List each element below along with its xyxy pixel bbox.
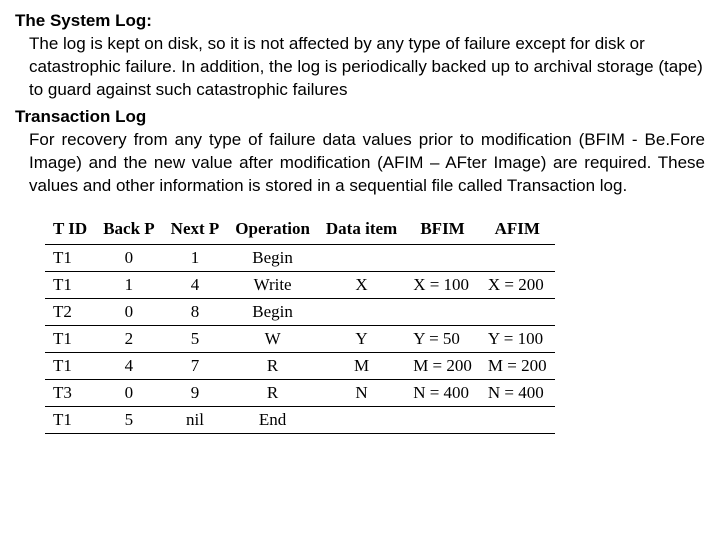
table-cell: Y = 50 — [405, 325, 480, 352]
table-cell: End — [227, 406, 318, 433]
table-row: T114WriteXX = 100X = 200 — [45, 271, 555, 298]
table-cell: 5 — [163, 325, 228, 352]
table-row: T309RNN = 400N = 400 — [45, 379, 555, 406]
table-row: T101Begin — [45, 244, 555, 271]
table-cell: M — [318, 352, 405, 379]
table-cell: X = 100 — [405, 271, 480, 298]
heading-transaction-log: Transaction Log — [15, 106, 705, 129]
col-operation: Operation — [227, 216, 318, 245]
table-cell: T1 — [45, 325, 95, 352]
table-cell: 0 — [95, 298, 162, 325]
table-cell: 9 — [163, 379, 228, 406]
table-cell: T1 — [45, 271, 95, 298]
table-cell: T2 — [45, 298, 95, 325]
table-cell — [318, 406, 405, 433]
table-body: T101BeginT114WriteXX = 100X = 200T208Beg… — [45, 244, 555, 433]
table-cell — [405, 244, 480, 271]
para-transaction-log: For recovery from any type of failure da… — [29, 129, 705, 198]
table-cell: 4 — [163, 271, 228, 298]
table-cell: 1 — [163, 244, 228, 271]
table-cell: Y — [318, 325, 405, 352]
para-system-log: The log is kept on disk, so it is not af… — [29, 33, 705, 102]
table-cell — [405, 298, 480, 325]
table-cell: 0 — [95, 244, 162, 271]
table-cell: Write — [227, 271, 318, 298]
table-cell: Begin — [227, 244, 318, 271]
col-bfim: BFIM — [405, 216, 480, 245]
col-backp: Back P — [95, 216, 162, 245]
table-row: T15nilEnd — [45, 406, 555, 433]
table-cell — [318, 244, 405, 271]
table-cell: 7 — [163, 352, 228, 379]
table-cell: T1 — [45, 352, 95, 379]
table-row: T208Begin — [45, 298, 555, 325]
table-cell: R — [227, 352, 318, 379]
col-tid: T ID — [45, 216, 95, 245]
col-nextp: Next P — [163, 216, 228, 245]
table-cell: 0 — [95, 379, 162, 406]
table-cell: M = 200 — [405, 352, 480, 379]
table-cell: N — [318, 379, 405, 406]
table-cell: 2 — [95, 325, 162, 352]
table-cell: R — [227, 379, 318, 406]
heading-system-log: The System Log: — [15, 10, 705, 33]
table-cell: X = 200 — [480, 271, 555, 298]
table-row: T125WYY = 50Y = 100 — [45, 325, 555, 352]
table-cell: T1 — [45, 244, 95, 271]
table-cell: W — [227, 325, 318, 352]
table-cell — [318, 298, 405, 325]
table-cell: nil — [163, 406, 228, 433]
table-cell — [480, 244, 555, 271]
table-row: T147RMM = 200M = 200 — [45, 352, 555, 379]
table-cell: Begin — [227, 298, 318, 325]
table-cell: N = 400 — [480, 379, 555, 406]
table-cell: M = 200 — [480, 352, 555, 379]
table-cell — [405, 406, 480, 433]
table-cell: 5 — [95, 406, 162, 433]
col-dataitem: Data item — [318, 216, 405, 245]
table-cell: 8 — [163, 298, 228, 325]
col-afim: AFIM — [480, 216, 555, 245]
table-cell — [480, 406, 555, 433]
table-header-row: T ID Back P Next P Operation Data item B… — [45, 216, 555, 245]
table-cell: T1 — [45, 406, 95, 433]
table-cell: N = 400 — [405, 379, 480, 406]
table-cell: T3 — [45, 379, 95, 406]
table-cell: 1 — [95, 271, 162, 298]
transaction-log-table: T ID Back P Next P Operation Data item B… — [45, 216, 555, 434]
table-cell — [480, 298, 555, 325]
table-cell: 4 — [95, 352, 162, 379]
table-cell: X — [318, 271, 405, 298]
table-cell: Y = 100 — [480, 325, 555, 352]
